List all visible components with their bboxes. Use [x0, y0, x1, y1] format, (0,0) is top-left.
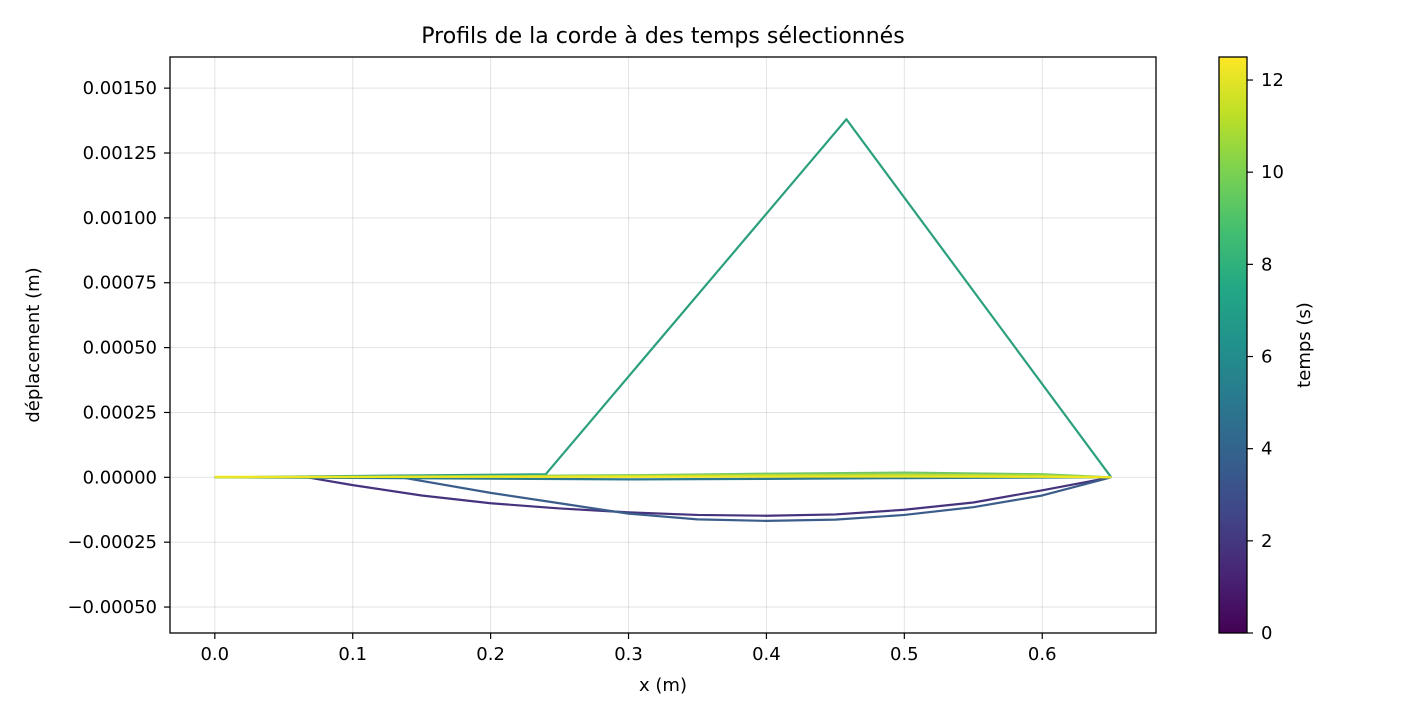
x-tick-label: 0.0	[200, 644, 229, 665]
y-axis: −0.00050 −0.00025 0.00000 0.00025 0.00050 0.0…	[67, 78, 170, 618]
y-tick-label: 0.00150	[83, 78, 157, 99]
x-tick-label: 0.2	[476, 644, 505, 665]
y-tick-label: 0.00075	[83, 273, 157, 294]
series-line	[214, 475, 1112, 479]
x-tick-label: 0.3	[614, 644, 643, 665]
colorbar-gradient	[1218, 56, 1248, 634]
x-tick-label: 0.1	[338, 644, 367, 665]
y-axis-label: déplacement (m)	[23, 267, 44, 422]
x-tick-label: 0.4	[752, 644, 781, 665]
x-tick-label: 0.6	[1028, 644, 1057, 665]
series-line	[214, 476, 1112, 517]
y-tick-label: 0.00050	[83, 338, 157, 359]
colorbar-ticks: 0 2 4 6 8 10 12	[1247, 70, 1284, 644]
y-tick-label: −0.00025	[67, 532, 157, 553]
x-axis-label: x (m)	[639, 675, 687, 696]
grid	[170, 57, 1156, 633]
colorbar-tick-label: 12	[1261, 70, 1284, 91]
colorbar: 0 2 4 6 8 10 12 temps (s)	[1218, 56, 1315, 644]
colorbar-tick-label: 2	[1261, 531, 1272, 552]
colorbar-tick-label: 4	[1261, 439, 1272, 460]
y-tick-label: −0.00050	[67, 597, 157, 618]
plot-lines	[214, 118, 1113, 523]
series-line	[214, 118, 1113, 479]
colorbar-label: temps (s)	[1294, 302, 1315, 388]
y-tick-label: 0.00025	[83, 402, 157, 423]
x-tick-label: 0.5	[890, 644, 919, 665]
y-tick-label: 0.00125	[83, 143, 157, 164]
chart-title: Profils de la corde à des temps sélectio…	[421, 24, 904, 49]
series-line	[214, 476, 1112, 523]
plot-frame	[169, 56, 1157, 634]
colorbar-tick-label: 8	[1261, 254, 1272, 275]
y-tick-label: 0.00000	[83, 467, 157, 488]
y-tick-label: 0.00100	[83, 208, 157, 229]
colorbar-tick-label: 0	[1261, 623, 1272, 644]
x-axis: 0.0 0.1 0.2 0.3 0.4 0.5 0.6	[200, 633, 1057, 665]
colorbar-tick-label: 10	[1261, 162, 1284, 183]
colorbar-tick-label: 6	[1261, 347, 1272, 368]
